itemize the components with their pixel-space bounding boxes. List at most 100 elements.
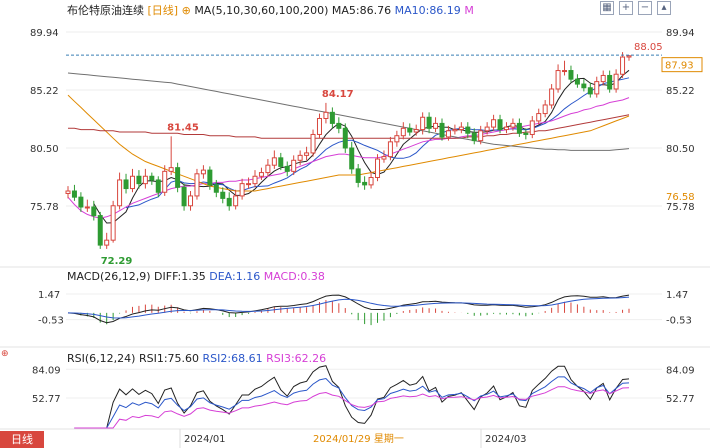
candle bbox=[226, 192, 232, 211]
candlestick-series bbox=[65, 52, 632, 249]
price-tick-right: 75.78 bbox=[666, 202, 695, 213]
candle bbox=[194, 168, 200, 200]
candle bbox=[362, 176, 368, 190]
candle bbox=[471, 128, 477, 145]
ma200-price-label: 76.58 bbox=[666, 192, 695, 203]
circle-plus-icon[interactable]: ⊕ bbox=[181, 4, 191, 17]
candle bbox=[413, 124, 419, 136]
candle bbox=[581, 79, 587, 92]
rsi-tick-right: 84.09 bbox=[666, 365, 695, 376]
price-tick-right: 89.94 bbox=[666, 28, 695, 39]
candle bbox=[207, 166, 213, 190]
date-label-cursor: 2024/01/29 星期一 bbox=[313, 433, 404, 445]
candle bbox=[375, 154, 381, 182]
candle bbox=[246, 177, 252, 189]
chart-header: 布伦特原油连续 [日线] ⊕ MA(5,10,30,60,100,200) MA… bbox=[67, 2, 474, 18]
macd-panel: 1.47 1.47 -0.53 -0.53 bbox=[38, 290, 692, 327]
ma-params-label: MA(5,10,30,60,100,200) bbox=[194, 4, 329, 17]
candle bbox=[233, 189, 239, 210]
candle bbox=[291, 155, 297, 176]
price-tick-right: 80.50 bbox=[666, 144, 695, 155]
macd-dea: DEA:1.16 bbox=[209, 270, 261, 283]
candle bbox=[213, 179, 219, 198]
instrument-title: 布伦特原油连续 bbox=[67, 4, 144, 17]
price-axis: 89.94 89.94 85.22 85.22 80.50 80.50 75.78 75.78 bbox=[30, 28, 695, 213]
macd-diff: DIFF:1.35 bbox=[154, 270, 206, 283]
date-label-mar: 2024/03 bbox=[485, 434, 527, 445]
candle bbox=[542, 100, 548, 118]
candle bbox=[123, 173, 129, 194]
candle bbox=[613, 69, 619, 93]
candle bbox=[465, 122, 471, 139]
candle bbox=[188, 191, 194, 211]
zoom-in-icon[interactable]: + bbox=[619, 1, 633, 15]
last-price-label: 88.05 bbox=[634, 42, 663, 53]
rsi-tick-right: 52.77 bbox=[666, 394, 695, 405]
rsi24-line bbox=[74, 386, 630, 429]
candle bbox=[387, 136, 393, 161]
candle bbox=[278, 152, 284, 171]
macd-dea-line bbox=[67, 296, 630, 319]
candle bbox=[516, 118, 522, 137]
ma-line-ma5 bbox=[93, 69, 630, 224]
candle bbox=[349, 141, 355, 174]
candle bbox=[239, 178, 245, 200]
candle bbox=[265, 159, 271, 177]
ma-more-label: M bbox=[464, 4, 474, 17]
candle bbox=[142, 168, 148, 189]
candle bbox=[568, 65, 574, 83]
macd-params: MACD(26,12,9) bbox=[67, 270, 151, 283]
candle bbox=[555, 64, 561, 93]
candle bbox=[200, 165, 206, 179]
candle bbox=[297, 150, 303, 166]
candle bbox=[316, 113, 322, 139]
candle bbox=[607, 70, 613, 93]
candle bbox=[104, 232, 110, 249]
date-label-jan: 2024/01 bbox=[184, 434, 226, 445]
period-selector[interactable]: [日线] bbox=[147, 4, 179, 17]
macd-tick-right: -0.53 bbox=[666, 316, 692, 327]
zoom-out-icon[interactable]: − bbox=[638, 1, 652, 15]
candle bbox=[304, 146, 310, 161]
candle bbox=[329, 107, 335, 129]
rsi-params: RSI(6,12,24) bbox=[67, 352, 136, 365]
candle bbox=[271, 150, 277, 169]
grid-lines bbox=[0, 31, 710, 430]
candle bbox=[420, 112, 426, 135]
candle bbox=[323, 102, 329, 124]
price-tick-left: 85.22 bbox=[30, 86, 59, 97]
rsi12-line bbox=[74, 376, 630, 429]
period-badge[interactable]: 日线 bbox=[0, 431, 44, 448]
macd-tick-left: -0.53 bbox=[38, 316, 64, 327]
price-tick-right: 85.22 bbox=[666, 86, 695, 97]
price-extreme-label: 84.17 bbox=[322, 89, 354, 100]
rsi1-value: RSI1:75.60 bbox=[138, 352, 200, 365]
collapse-icon[interactable]: ▴ bbox=[657, 1, 671, 15]
macd-hist: MACD:0.38 bbox=[263, 270, 325, 283]
price-tick-left: 89.94 bbox=[30, 28, 59, 39]
candle bbox=[181, 183, 187, 211]
candle bbox=[71, 184, 77, 201]
candle bbox=[426, 112, 432, 134]
rsi-panel: 84.09 84.09 52.77 52.77 bbox=[32, 365, 695, 429]
ma-line-ma60 bbox=[67, 94, 630, 192]
candle bbox=[110, 200, 116, 243]
macd-diff-line bbox=[67, 294, 630, 324]
candle bbox=[529, 116, 535, 139]
candle bbox=[407, 123, 413, 136]
macd-tick-left: 1.47 bbox=[38, 290, 60, 301]
candle bbox=[587, 82, 593, 98]
candle bbox=[439, 118, 445, 141]
rsi-legend: RSI(6,12,24) RSI1:75.60 RSI2:68.61 RSI3:… bbox=[67, 352, 326, 365]
grid-icon[interactable]: ▦ bbox=[600, 1, 614, 15]
macd-legend: MACD(26,12,9) DIFF:1.35 DEA:1.16 MACD:0.… bbox=[67, 270, 325, 283]
price-extreme-label: 72.29 bbox=[101, 256, 133, 267]
candle bbox=[368, 171, 374, 189]
candle bbox=[84, 199, 90, 212]
candle bbox=[484, 122, 490, 135]
ma5-value: MA5:86.76 bbox=[331, 4, 392, 17]
candle bbox=[433, 117, 439, 133]
candle bbox=[458, 122, 464, 134]
candle bbox=[574, 74, 580, 88]
